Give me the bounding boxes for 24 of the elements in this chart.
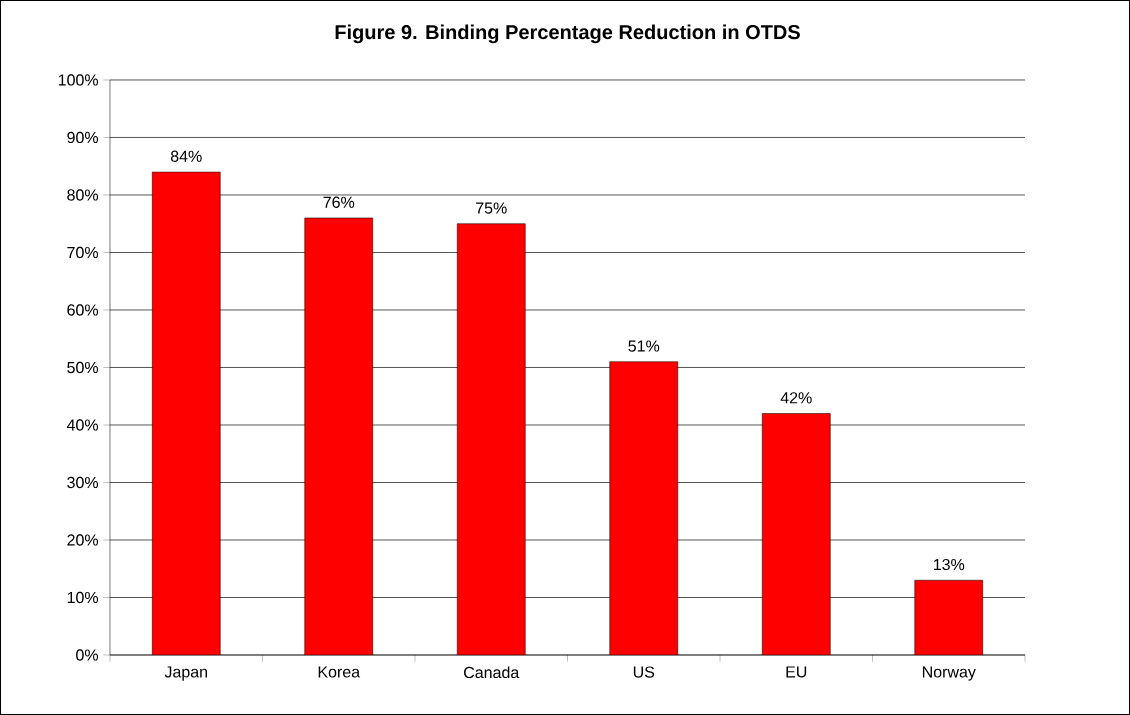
y-tick-label: 50% bbox=[67, 361, 99, 374]
y-tick-label: 80% bbox=[67, 189, 99, 201]
y-tick-label: 20% bbox=[67, 534, 99, 546]
x-tick-label: Japan bbox=[164, 666, 207, 681]
y-tick-label: 0% bbox=[76, 649, 99, 661]
chart-title: Figure 9. Binding Percentage Reduction in OTDS bbox=[335, 24, 800, 44]
data-label: 75% bbox=[476, 202, 507, 214]
y-tick-label: 30% bbox=[67, 476, 99, 489]
x-tick-label: Canada bbox=[464, 666, 520, 679]
x-tick-label: Norway bbox=[922, 666, 976, 681]
y-tick-label: 90% bbox=[67, 131, 99, 144]
x-tick-label: EU bbox=[786, 666, 807, 678]
y-tick-label: 100% bbox=[58, 74, 99, 86]
data-label: 42% bbox=[780, 392, 812, 404]
x-tick-label: US bbox=[633, 666, 655, 678]
data-label: 51% bbox=[628, 340, 660, 352]
data-label: 13% bbox=[933, 558, 965, 571]
y-tick-label: 40% bbox=[66, 419, 99, 431]
y-tick-label: 70% bbox=[67, 246, 99, 259]
data-label: 84% bbox=[170, 150, 202, 162]
x-tick-label: Korea bbox=[318, 666, 361, 678]
y-tick-label: 10% bbox=[67, 591, 99, 604]
data-label: 76% bbox=[323, 196, 355, 208]
y-tick-label: 60% bbox=[67, 304, 99, 316]
